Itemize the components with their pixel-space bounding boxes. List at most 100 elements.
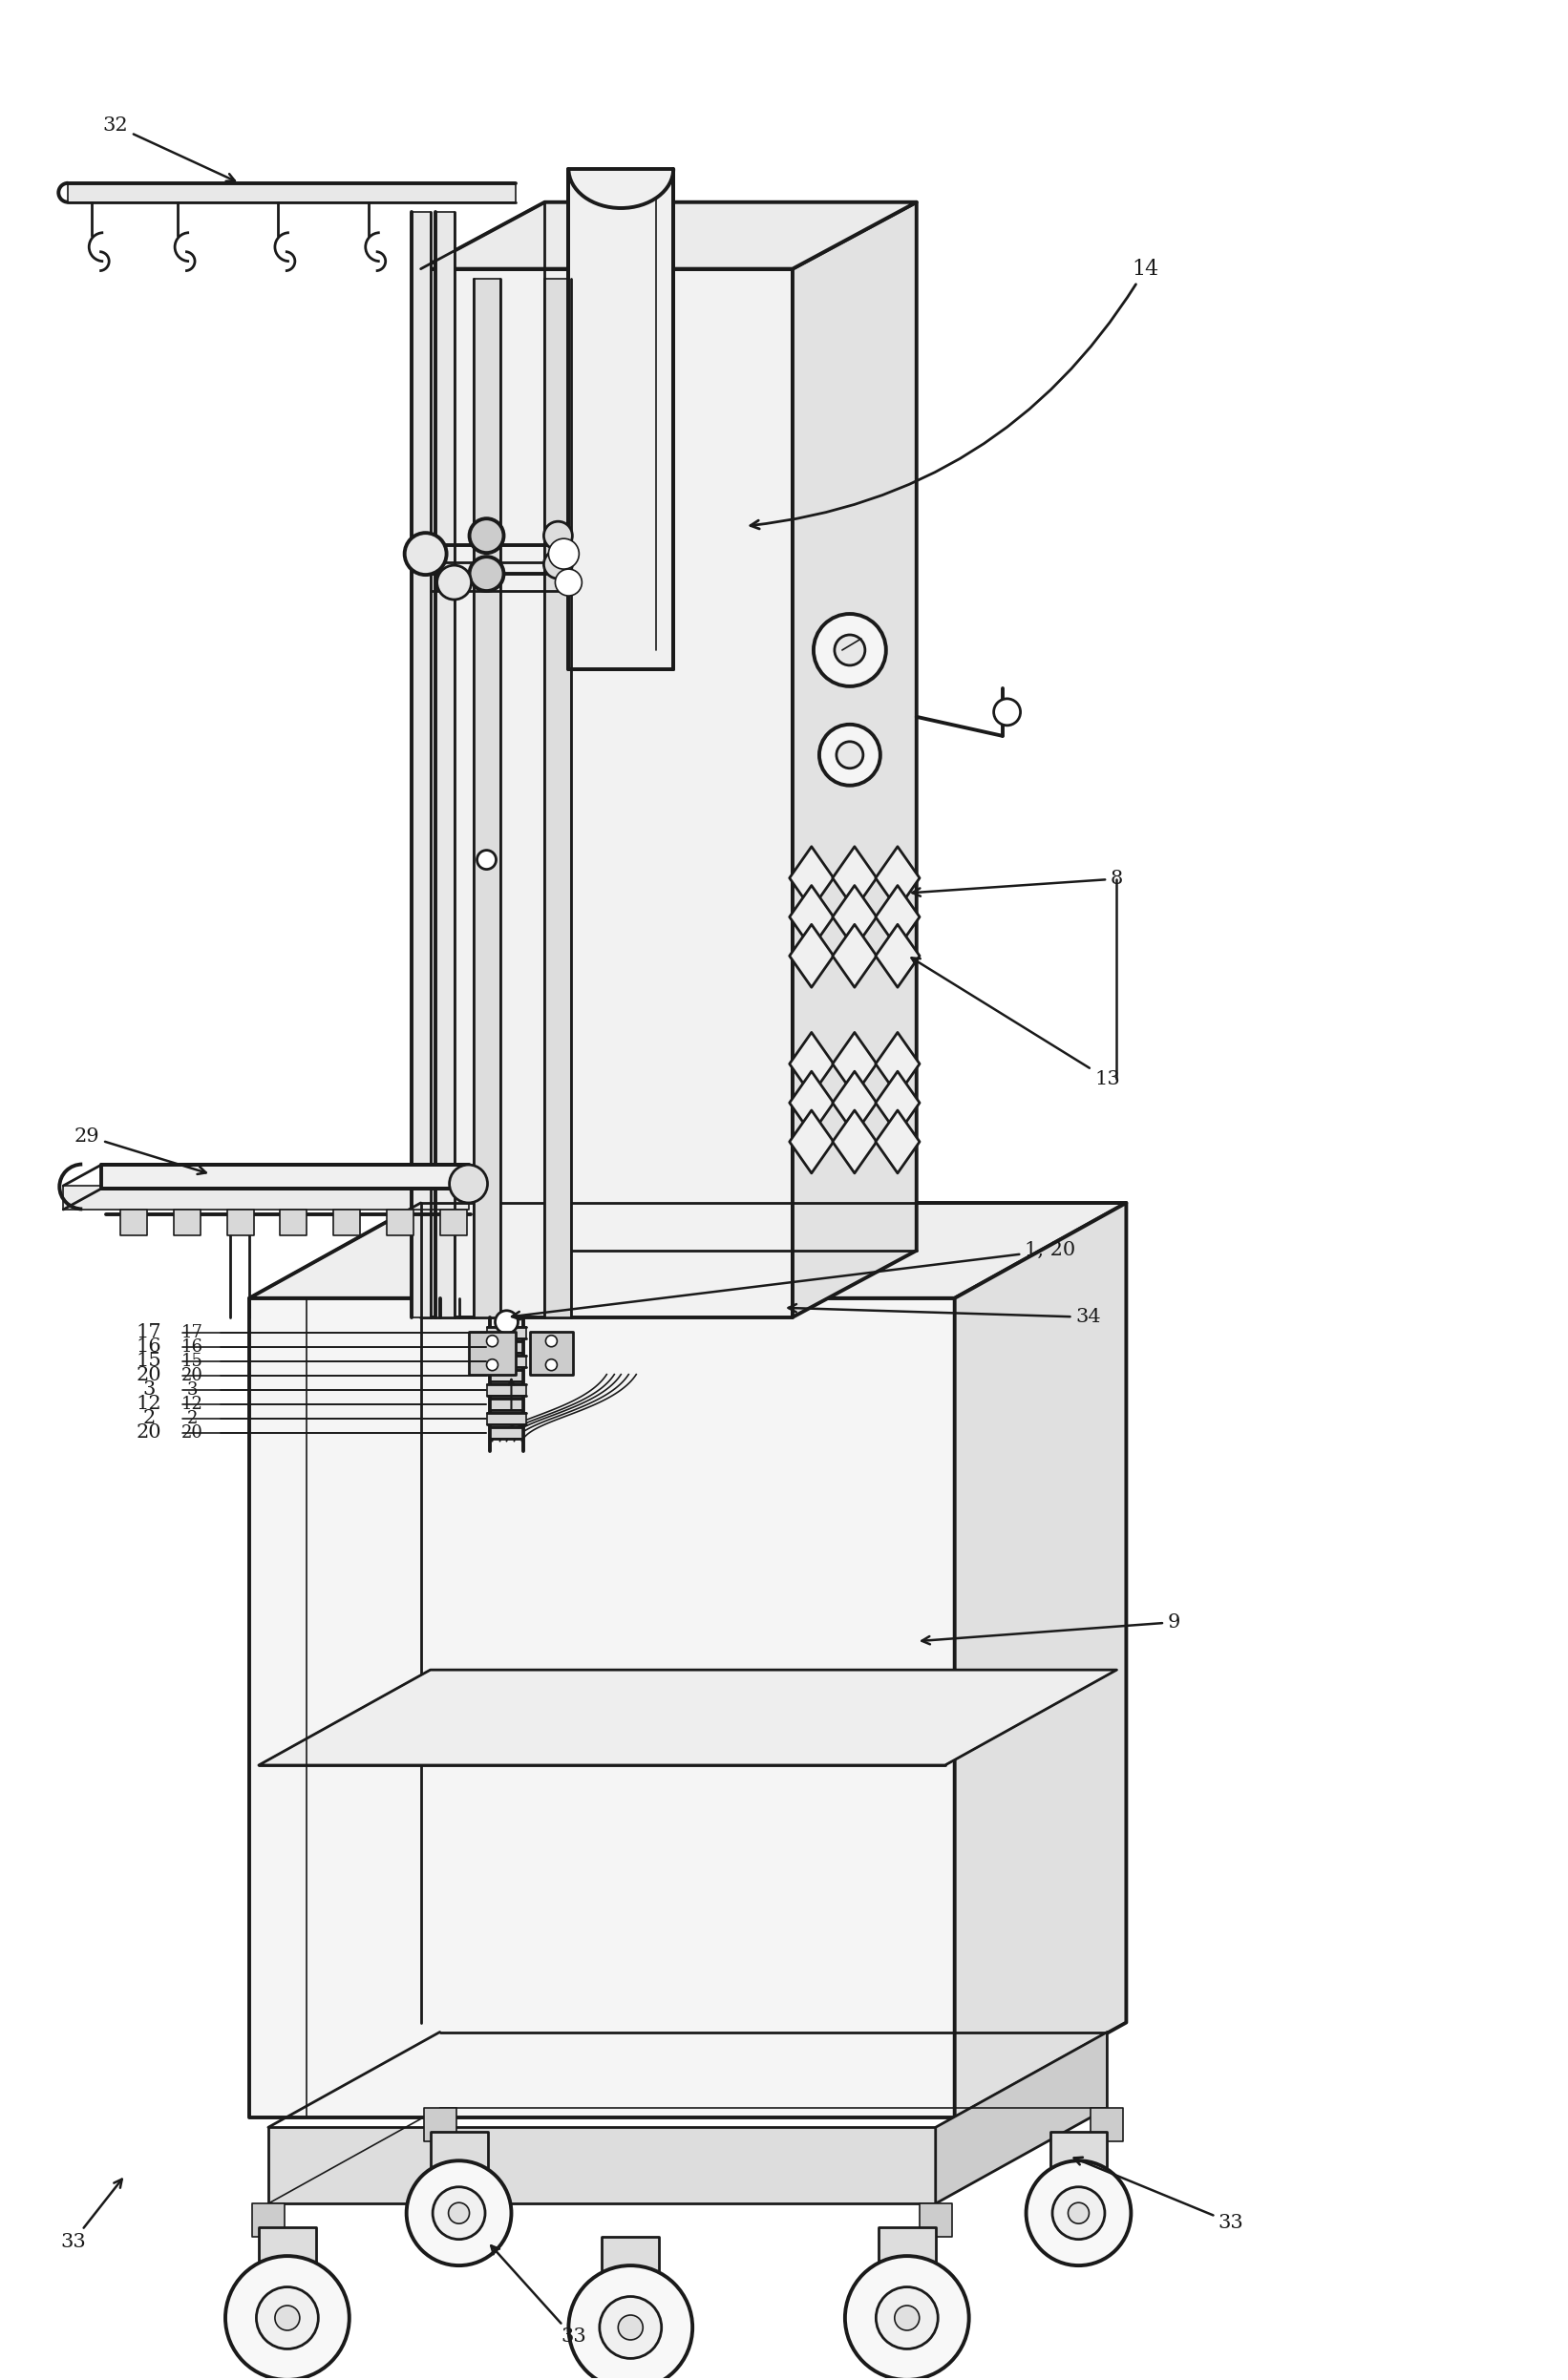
Circle shape <box>1052 2187 1105 2240</box>
Circle shape <box>544 550 572 578</box>
Circle shape <box>469 557 503 590</box>
Circle shape <box>599 2297 662 2359</box>
Text: 20: 20 <box>180 1423 202 1442</box>
Circle shape <box>895 2306 919 2330</box>
Circle shape <box>544 521 572 550</box>
Text: 20: 20 <box>136 1423 162 1442</box>
Circle shape <box>256 2287 318 2349</box>
Polygon shape <box>789 1033 834 1095</box>
Polygon shape <box>936 2033 1107 2204</box>
Text: 34: 34 <box>789 1304 1101 1326</box>
Polygon shape <box>833 1033 877 1095</box>
Text: 13: 13 <box>911 957 1120 1088</box>
Polygon shape <box>430 2132 488 2180</box>
Text: 16: 16 <box>136 1338 162 1357</box>
Polygon shape <box>875 923 919 988</box>
Text: 20: 20 <box>180 1366 202 1383</box>
Polygon shape <box>789 885 834 947</box>
Polygon shape <box>875 1111 919 1173</box>
Polygon shape <box>249 1297 955 2118</box>
Polygon shape <box>491 1397 522 1409</box>
Text: 16: 16 <box>180 1338 202 1354</box>
Polygon shape <box>875 1033 919 1095</box>
Polygon shape <box>67 183 516 202</box>
Polygon shape <box>789 1111 834 1173</box>
Polygon shape <box>441 1209 467 1235</box>
Circle shape <box>994 700 1021 726</box>
Text: 3: 3 <box>187 1380 198 1399</box>
Circle shape <box>405 533 447 576</box>
Circle shape <box>477 850 495 869</box>
Polygon shape <box>281 1209 307 1235</box>
Text: 29: 29 <box>74 1128 205 1173</box>
Polygon shape <box>259 1671 1116 1766</box>
Polygon shape <box>434 212 455 1316</box>
Polygon shape <box>789 1071 834 1135</box>
Polygon shape <box>252 2204 284 2237</box>
Polygon shape <box>486 1354 527 1366</box>
Text: 14: 14 <box>751 259 1159 528</box>
Polygon shape <box>833 885 877 947</box>
Circle shape <box>226 2256 350 2380</box>
Polygon shape <box>102 1164 469 1188</box>
Text: 2: 2 <box>143 1409 155 1428</box>
Circle shape <box>569 2266 693 2380</box>
Polygon shape <box>174 1209 201 1235</box>
Text: 2: 2 <box>187 1409 198 1428</box>
Text: 15: 15 <box>180 1352 202 1368</box>
Polygon shape <box>411 212 430 1316</box>
Polygon shape <box>334 1209 361 1235</box>
Circle shape <box>1068 2202 1090 2223</box>
Circle shape <box>877 2287 938 2349</box>
Polygon shape <box>121 1209 147 1235</box>
Text: 3: 3 <box>143 1380 155 1399</box>
Text: 17: 17 <box>136 1323 162 1342</box>
Polygon shape <box>474 278 500 1316</box>
Polygon shape <box>249 1202 1126 1297</box>
Polygon shape <box>833 923 877 988</box>
Circle shape <box>274 2306 299 2330</box>
Circle shape <box>406 2161 511 2266</box>
Polygon shape <box>530 1330 574 1373</box>
Polygon shape <box>486 1326 527 1338</box>
Circle shape <box>448 2202 469 2223</box>
Text: 8: 8 <box>913 869 1123 897</box>
Polygon shape <box>792 202 917 1316</box>
Text: 15: 15 <box>136 1352 162 1371</box>
Polygon shape <box>875 1071 919 1135</box>
Circle shape <box>836 743 862 769</box>
Polygon shape <box>875 885 919 947</box>
Circle shape <box>546 1335 557 1347</box>
Circle shape <box>495 1311 517 1333</box>
Polygon shape <box>833 1071 877 1135</box>
Polygon shape <box>423 2109 456 2142</box>
Polygon shape <box>491 1340 522 1352</box>
Circle shape <box>618 2316 643 2340</box>
Polygon shape <box>268 2128 936 2204</box>
Text: 17: 17 <box>180 1323 202 1340</box>
Polygon shape <box>789 847 834 909</box>
Text: 33: 33 <box>1074 2156 1243 2232</box>
Polygon shape <box>469 1330 516 1373</box>
Circle shape <box>469 519 503 552</box>
Circle shape <box>834 635 866 666</box>
Text: 20: 20 <box>136 1366 162 1385</box>
Polygon shape <box>486 1414 527 1423</box>
Polygon shape <box>789 923 834 988</box>
Polygon shape <box>491 1428 522 1438</box>
Polygon shape <box>833 1111 877 1173</box>
Circle shape <box>555 569 582 595</box>
Text: 33: 33 <box>491 2247 586 2347</box>
Circle shape <box>437 566 472 600</box>
Polygon shape <box>387 1209 414 1235</box>
Text: 33: 33 <box>60 2180 122 2251</box>
Polygon shape <box>602 2237 659 2285</box>
Circle shape <box>433 2187 485 2240</box>
Polygon shape <box>491 1368 522 1380</box>
Polygon shape <box>486 1383 527 1395</box>
Text: 32: 32 <box>103 117 235 181</box>
Polygon shape <box>63 1185 469 1209</box>
Circle shape <box>818 724 880 785</box>
Polygon shape <box>878 2228 936 2275</box>
Circle shape <box>486 1335 499 1347</box>
